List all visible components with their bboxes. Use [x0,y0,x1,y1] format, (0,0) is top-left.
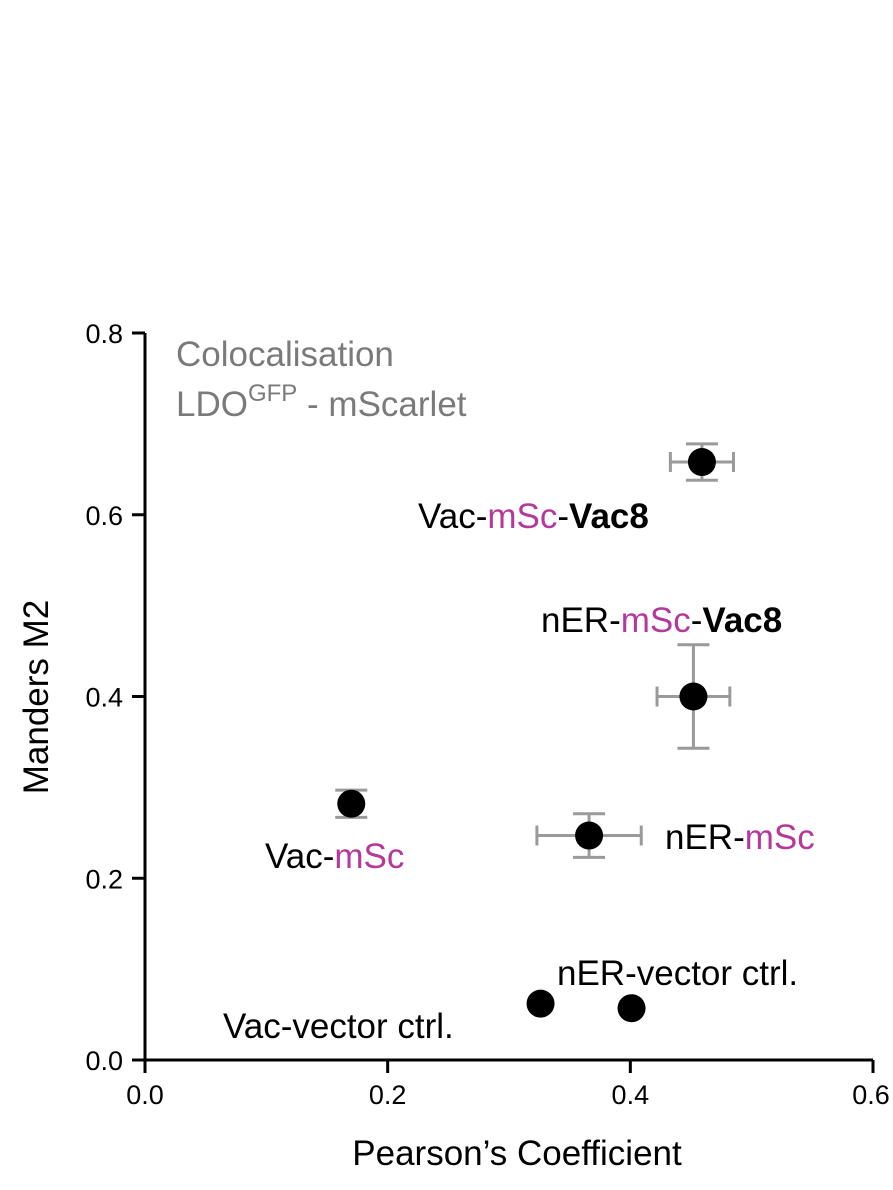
data-point [526,989,555,1018]
point-label-segment: nER- [541,601,621,640]
point-label: nER-vector ctrl. [557,954,798,993]
y-tick-label: 0.0 [85,1046,123,1076]
point-label-segment: Vac- [265,837,334,876]
x-tick-label: 0.6 [852,1080,890,1110]
x-tick-label: 0.2 [369,1080,407,1110]
data-points [337,448,716,1023]
annotation-line1: Colocalisation [176,335,394,374]
point-label-segment: mSc [487,497,557,536]
x-tick-label: 0.4 [612,1080,650,1110]
annotation-line2-sup: GFP [248,380,297,407]
point-label-segment: Vac8 [569,497,649,536]
y-tick-label: 0.8 [85,319,123,349]
data-point [617,994,646,1023]
y-tick-label: 0.4 [85,683,123,713]
point-label: Vac-vector ctrl. [223,1007,454,1046]
data-point [337,789,366,818]
point-label-segment: mSc [621,601,691,640]
point-label-segment: nER- [665,818,745,857]
annotation-line2-rest: - mScarlet [297,385,466,424]
y-axis-title: Manders M2 [17,600,56,795]
annotation-line2-base: LDO [176,385,248,424]
axes: 0.0 0.2 0.4 0.6 0.8 0.0 0.2 0.4 0.6 [85,319,889,1110]
point-label: Vac-mSc-Vac8 [418,497,649,536]
data-point [687,448,716,477]
point-label-segment: mSc [334,837,404,876]
point-label-segment: - [691,601,703,640]
point-label-segment: Vac8 [702,601,782,640]
data-point [679,682,708,711]
point-label-segment: Vac- [418,497,487,536]
x-axis-title: Pearson’s Coefficient [352,1134,682,1173]
point-label: Vac-mSc [265,837,404,876]
point-label-segment: mSc [745,818,815,857]
point-label-segment: Vac-vector ctrl. [223,1007,454,1046]
data-point [575,821,604,850]
y-tick-label: 0.6 [85,501,123,531]
point-label: nER-mSc-Vac8 [541,601,782,640]
point-label-segment: nER-vector ctrl. [557,954,798,993]
x-tick-label: 0.0 [126,1080,164,1110]
annotation: Colocalisation LDOGFP - mScarlet [176,335,467,424]
annotation-line2: LDOGFP - mScarlet [176,380,467,424]
point-label: nER-mSc [665,818,815,857]
y-tick-label: 0.2 [85,864,123,894]
point-label-segment: - [557,497,569,536]
